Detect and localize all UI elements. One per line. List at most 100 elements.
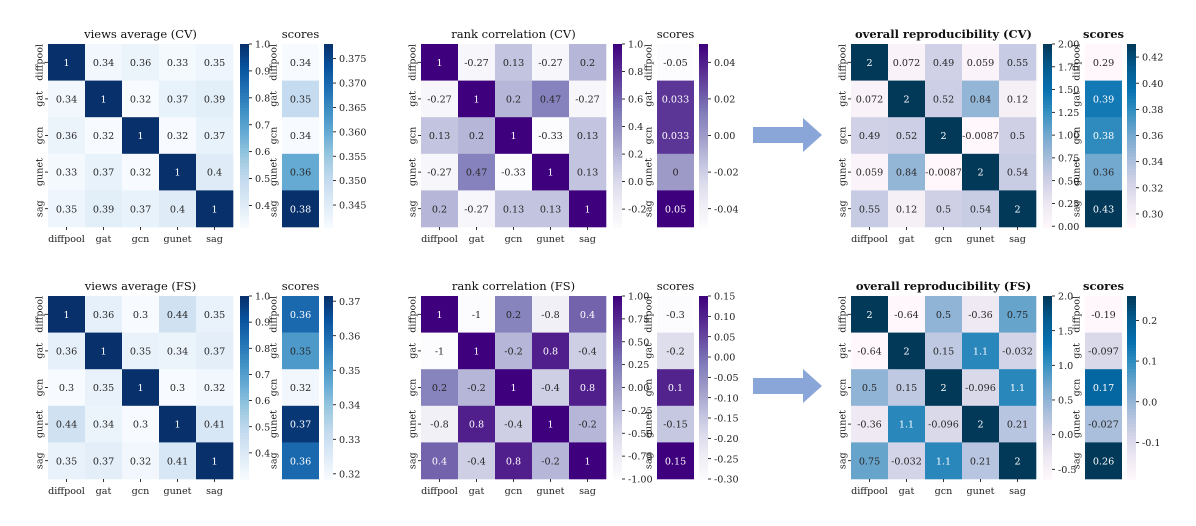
panel-1-main-colorbar-band <box>613 190 622 195</box>
panel-3-scores-colorbar-band <box>324 335 333 340</box>
panel-0-main-colorbar-band <box>240 120 249 124</box>
panel-3-main-colorbar-band <box>240 433 249 437</box>
panel-3-scores-colorbar-band <box>324 454 333 459</box>
panel-5-score-label: -0.027 <box>1088 420 1119 431</box>
panel-2-main-colorbar-band <box>1043 44 1052 48</box>
panel-3-cell-label: 0.32 <box>204 383 225 394</box>
panel-1-cell-label: 0.13 <box>503 58 524 69</box>
panel-2-main-colorbar-band <box>1043 172 1052 176</box>
panel-5-scores-colorbar-band <box>1127 375 1136 379</box>
panel-3-main-colorbar-band <box>240 427 249 431</box>
panel-2-cell-label: 2 <box>977 168 983 179</box>
panel-3-scores-y-tick-label: gcn <box>269 379 280 397</box>
panel-5-main-colorbar-band <box>1043 347 1052 352</box>
panel-0-scores-colorbar-band <box>324 95 333 100</box>
panel-2-main-colorbar: 0.00 0.25 0.50 0.75 1.00 1.25 1.50 1.75 2.00 <box>1043 40 1079 233</box>
panel-2-cell <box>999 153 1037 191</box>
panel-1-cell <box>569 190 607 228</box>
panel-1-scores-colorbar-band <box>699 141 708 146</box>
panel-1-cell <box>532 190 570 228</box>
panel-4-score-label: 0.15 <box>665 456 686 467</box>
panel-4-scores-colorbar-band <box>699 390 708 395</box>
panel-0-cell <box>48 190 86 228</box>
panel-0-cell-label: 0.34 <box>93 58 114 69</box>
panel-1-x-tick-label: gcn <box>505 234 523 245</box>
panel-1-x-tick-label: sag <box>579 234 596 245</box>
panel-1-main-colorbar-band <box>613 178 622 182</box>
panel-4-main-colorbar-band <box>613 320 622 325</box>
panel-1-main-colorbar-band <box>613 196 622 201</box>
panel-0-cell-label: 0.33 <box>56 168 77 179</box>
panel-0-scores-y-tick-label: gcn <box>269 127 280 145</box>
panel-1-cell-label: -0.27 <box>427 168 452 179</box>
panel-1-main-colorbar-band <box>613 193 622 198</box>
panel-2-main-colorbar-band <box>1043 175 1052 179</box>
panel-5-main-colorbar-band <box>1043 399 1052 404</box>
panel-0-cell <box>159 117 197 155</box>
panel-5-score-cell <box>1085 332 1122 370</box>
panel-3-score-label: 0.36 <box>290 456 311 467</box>
panel-0-scores-colorbar-band <box>324 123 333 127</box>
panel-5-scores-colorbar-band <box>1127 384 1136 389</box>
panel-5-scores-y-tick-label: gat <box>1072 343 1083 359</box>
panel-4-main-colorbar-band <box>613 402 622 407</box>
panel-0-main-colorbar-tick-label: 0.4 <box>255 201 270 212</box>
panel-0-scores-colorbar-band <box>324 44 333 48</box>
panel-3-scores-colorbar-band <box>324 430 333 434</box>
panel-4-scores-colorbar-band <box>699 311 708 315</box>
panel-2-scores-colorbar-band <box>1127 129 1136 134</box>
panel-1-main-colorbar-band <box>613 59 622 63</box>
panel-0-cell-label: 0.39 <box>93 204 114 215</box>
panel-3-scores-colorbar-band <box>324 442 333 447</box>
panel-1-main-colorbar-tick-label: 0.2 <box>628 150 643 161</box>
panel-1-scores-colorbar-band <box>699 196 708 201</box>
panel-5-scores-colorbar-band <box>1127 448 1136 453</box>
panel-1-main-colorbar-band <box>613 105 622 109</box>
panel-1-scores-colorbar-band <box>699 199 708 204</box>
panel-0-cell-label: 0.33 <box>167 58 188 69</box>
panel-3-cell <box>48 369 86 407</box>
panel-3-scores-colorbar-band <box>324 366 333 370</box>
panel-5-cell <box>999 296 1037 333</box>
panel-5-main-colorbar-band <box>1043 408 1052 413</box>
panel-2-scores-colorbar-band <box>1127 126 1136 130</box>
panel-1-cell <box>532 117 570 155</box>
panel-0-y-tick-label: gcn <box>35 127 46 145</box>
panel-4-scores-y-tick-label: gat <box>644 343 655 359</box>
panel-0-scores-colorbar-band <box>324 162 333 167</box>
panel-3-y-tick-label: sag <box>35 452 46 469</box>
panel-5-scores-colorbar-tick-label: -0.1 <box>1142 438 1161 449</box>
panel-3-scores-colorbar: 0.32 0.33 0.34 0.35 0.36 0.37 <box>324 296 360 480</box>
panel-1-main-colorbar-band <box>613 77 622 82</box>
panel-0-main-colorbar-band <box>240 187 249 191</box>
panel-1-scores-colorbar-band <box>699 71 708 76</box>
panel-3-main-colorbar-band <box>240 369 249 373</box>
panel-4-main-colorbar: -1.00 -0.75 -0.50 -0.25 0.00 0.25 0.50 0.75 1.00 <box>613 292 653 486</box>
panel-1-scores-colorbar-band <box>699 184 708 188</box>
panel-3-scores-colorbar-band <box>324 353 333 358</box>
panel-4-main-colorbar-band <box>613 347 622 352</box>
panel-0-main-colorbar-band <box>240 98 249 103</box>
panel-5-main-colorbar-band <box>1043 393 1052 398</box>
panel-3-score-cell <box>282 296 319 333</box>
panel-2-scores-colorbar-band <box>1127 220 1136 225</box>
panel-2-score-cell <box>1085 80 1122 118</box>
panel-1-scores-colorbar-band <box>699 120 708 124</box>
panel-1-title: rank correlation (CV) <box>451 27 575 41</box>
panel-4-scores-colorbar-band <box>699 329 708 334</box>
panel-5-y-tick-label: gat <box>838 343 849 359</box>
panel-0-scores-colorbar-band <box>324 126 333 130</box>
panel-3-scores-colorbar-band <box>324 369 333 373</box>
panel-0-main-colorbar-band <box>240 202 249 207</box>
panel-5-main-colorbar-band <box>1043 405 1052 410</box>
panel-4-main-colorbar-band <box>613 311 622 315</box>
panel-5-cell <box>851 442 889 480</box>
panel-5-main-colorbar-band <box>1043 472 1052 477</box>
panel-4-scores-colorbar-band <box>699 466 708 471</box>
panel-5-main-colorbar-band <box>1043 454 1052 459</box>
panel-2-main-colorbar-band <box>1043 193 1052 198</box>
panel-5-main-colorbar-band <box>1043 375 1052 379</box>
panel-2-cell <box>999 80 1037 118</box>
panel-5-scores-colorbar-band <box>1127 360 1136 364</box>
